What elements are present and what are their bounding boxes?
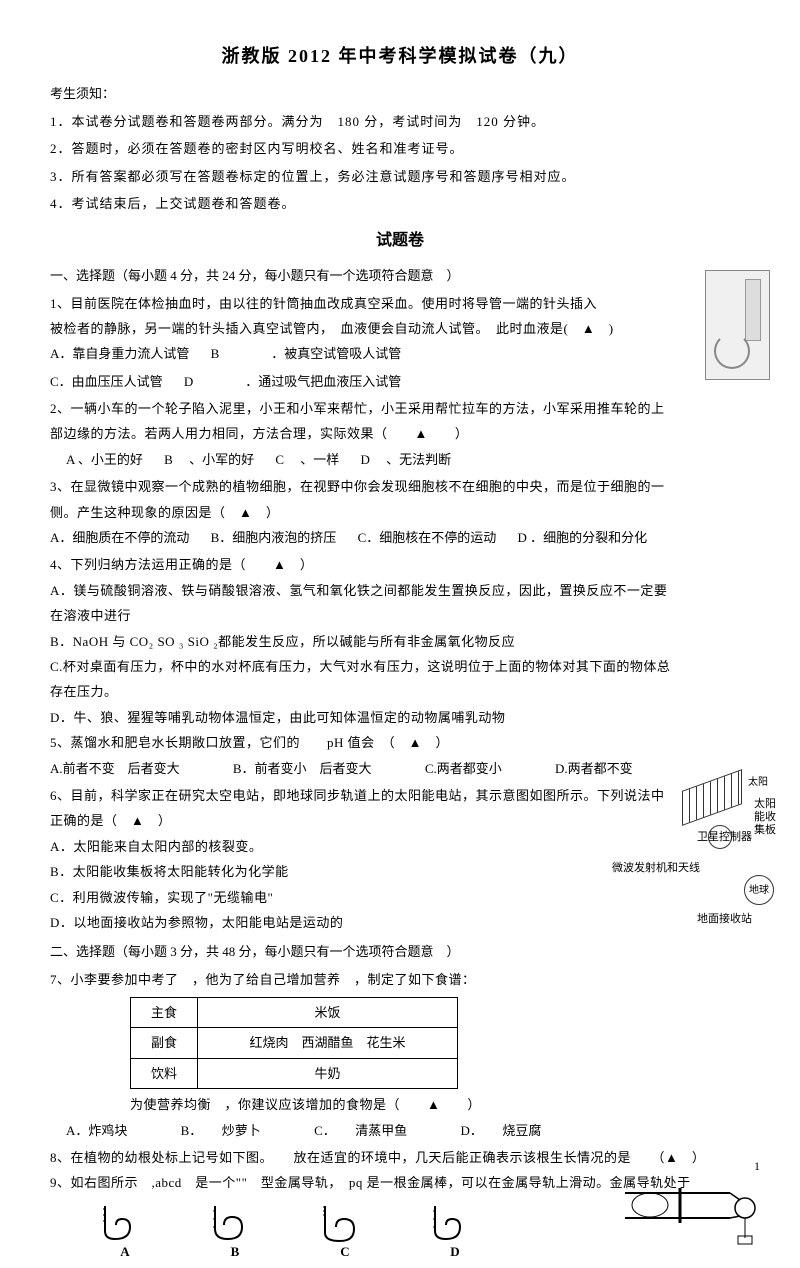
root-c-label: C	[340, 1240, 349, 1263]
earth-label: 地球	[744, 875, 774, 905]
notice-1: 1．本试卷分试题卷和答题卷两部分。满分为 180 分，考试时间为 120 分钟。	[50, 110, 750, 133]
cell: 副食	[131, 1028, 198, 1058]
root-c: C	[320, 1201, 370, 1246]
section-1-heading: 一、选择题（每小题 4 分，共 24 分，每小题只有一个选项符合题意 ）	[50, 264, 750, 287]
q1-opt-d: D ．通过吸气把血液压入试管	[184, 370, 401, 393]
emitter-label: 微波发射机和天线	[612, 862, 700, 875]
q2-options: A 、小王的好 B 、小军的好 C 、一样 D 、无法判断	[50, 448, 750, 471]
q2-opt-a: A 、小王的好	[66, 448, 143, 471]
q4-text: 4、下列归纳方法运用正确的是（ ▲ ）	[50, 553, 750, 576]
q7-opt-c: C． 清蒸甲鱼	[314, 1119, 407, 1142]
q7-text: 7、小李要参加中考了 ，他为了给自己增加营养 ，制定了如下食谱：	[50, 968, 750, 991]
q4-opt-b: B．NaOH 与 CO₂ SO ₃ SiO ₂都能发生反应，所以碱能与所有非金属…	[50, 630, 750, 653]
q7-opt-b: B． 炒萝卜	[181, 1119, 261, 1142]
notice-header: 考生须知：	[50, 82, 750, 105]
q3-text-2: 侧。产生这种现象的原因是（ ▲ ）	[50, 501, 750, 524]
ground-label: 地面接收站	[697, 910, 752, 930]
q4-opt-d: D．牛、狼、猩猩等哺乳动物体温恒定，由此可知体温恒定的动物属哺乳动物	[50, 706, 750, 729]
q1-text: 1、目前医院在体检抽血时，由以往的针筒抽血改成真空采血。使用时将导管一端的针头插…	[50, 292, 750, 315]
sun-label: 太阳	[744, 772, 772, 794]
q4-opt-a-1: A．镁与硫酸铜溶液、铁与硝酸银溶液、氢气和氧化铁之间都能发生置换反应，因此，置换…	[50, 579, 750, 602]
q7-meal-table: 主食米饭 副食红烧肉 西湖醋鱼 花生米 饮料牛奶	[130, 997, 750, 1089]
cell: 米饭	[198, 998, 458, 1028]
q1-text-2: 被检者的静脉，另一端的针头插入真空试管内， 血液便会自动流人试管。 此时血液是(…	[50, 317, 750, 340]
cell: 主食	[131, 998, 198, 1028]
vacuum-tube-illustration	[705, 270, 770, 380]
q8-text: 8、在植物的幼根处标上记号如下图。 放在适宜的环境中，几天后能正确表示该根生长情…	[50, 1146, 750, 1169]
exam-title: 浙教版 2012 年中考科学模拟试卷（九）	[50, 40, 750, 72]
q3-opt-c: C．细胞核在不停的运动	[358, 526, 497, 549]
notice-2: 2．答题时，必须在答题卷的密封区内写明校名、姓名和准考证号。	[50, 137, 750, 160]
q7-opt-a: A．炸鸡块	[66, 1119, 127, 1142]
root-a: A	[100, 1201, 150, 1246]
q1-options-ab: A．靠自身重力流人试管 B ．被真空试管吸人试管	[50, 342, 750, 365]
root-b-label: B	[231, 1240, 240, 1263]
q1-options-cd: C．由血压压人试管 D ．通过吸气把血液压入试管	[50, 370, 750, 393]
q5-opt-a: A.前者不变 后者变大	[50, 757, 180, 780]
q3-opt-a: A．细胞质在不停的流动	[50, 526, 189, 549]
solar-station-diagram: 太阳 太阳能收集板 卫星控制器 微波发射机和天线 地球 地面接收站	[612, 770, 782, 930]
q2-opt-c: C 、一样	[275, 448, 339, 471]
root-d: D	[430, 1201, 480, 1246]
q2-text: 2、一辆小车的一个轮子陷入泥里，小王和小军来帮忙，小王采用帮忙拉车的方法，小军采…	[50, 397, 750, 420]
root-d-label: D	[450, 1240, 459, 1263]
q2-opt-d: D 、无法判断	[361, 448, 452, 471]
cell: 牛奶	[198, 1058, 458, 1088]
notice-3: 3．所有答案都必须写在答题卷标定的位置上，务必注意试题序号和答题序号相对应。	[50, 165, 750, 188]
root-a-label: A	[120, 1240, 129, 1263]
root-b: B	[210, 1201, 260, 1246]
q7-options: A．炸鸡块 B． 炒萝卜 C． 清蒸甲鱼 D． 烧豆腐	[50, 1119, 750, 1142]
q7-text-2: 为使营养均衡 ，你建议应该增加的食物是（ ▲ ）	[50, 1093, 750, 1116]
q4-opt-c-1: C.杯对桌面有压力，杯中的水对杯底有压力，大气对水有压力，这说明位于上面的物体对…	[50, 655, 750, 678]
panel-label: 太阳能收集板	[754, 798, 782, 838]
section-title: 试题卷	[50, 227, 750, 256]
q5-opt-b: B．前者变小 后者变大	[233, 757, 372, 780]
q1-opt-a: A．靠自身重力流人试管	[50, 342, 189, 365]
q4-opt-c-2: 存在压力。	[50, 680, 750, 703]
q1-opt-c: C．由血压压人试管	[50, 370, 163, 393]
satellite-label: 卫星控制器	[697, 828, 752, 848]
q2-opt-b: B 、小军的好	[164, 448, 254, 471]
q3-options: A．细胞质在不停的流动 B．细胞内液泡的挤压 C．细胞核在不停的运动 D ．细胞…	[50, 526, 750, 549]
notice-4: 4．考试结束后，上交试题卷和答题卷。	[50, 192, 750, 215]
q4-opt-a-2: 在溶液中进行	[50, 604, 750, 627]
q3-opt-b: B．细胞内液泡的挤压	[211, 526, 337, 549]
q1-opt-b: B ．被真空试管吸人试管	[211, 342, 402, 365]
q5-text: 5、蒸馏水和肥皂水长期敞口放置，它们的 pH 值会 （ ▲ ）	[50, 731, 750, 754]
section-2-heading: 二、选择题（每小题 3 分，共 48 分，每小题只有一个选项符合题意 ）	[50, 940, 750, 963]
q3-text: 3、在显微镜中观察一个成熟的植物细胞，在视野中你会发现细胞核不在细胞的中央，而是…	[50, 475, 750, 498]
cell: 红烧肉 西湖醋鱼 花生米	[198, 1028, 458, 1058]
q7-opt-d: D． 烧豆腐	[460, 1119, 541, 1142]
cell: 饮料	[131, 1058, 198, 1088]
rail-circuit-diagram	[620, 1178, 770, 1248]
solar-panel-shape	[682, 769, 742, 826]
q5-opt-c: C.两者都变小	[425, 757, 502, 780]
page-number: 1	[754, 1156, 760, 1178]
q3-opt-d: D ．细胞的分裂和分化	[517, 526, 647, 549]
q2-text-2: 部边缘的方法。若两人用力相同，方法合理，实际效果（ ▲ ）	[50, 422, 750, 445]
